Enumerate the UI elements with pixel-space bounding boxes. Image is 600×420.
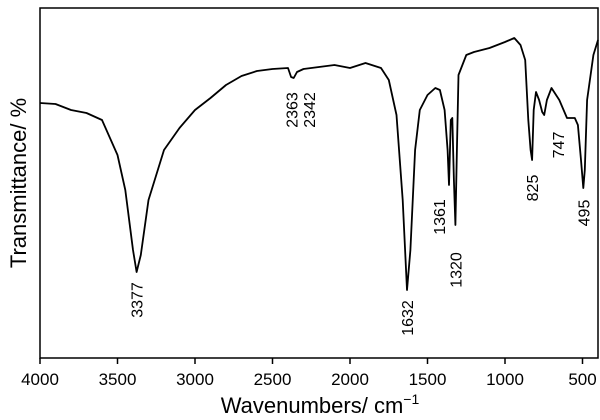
peak-label: 2342 [302, 92, 319, 128]
peak-label: 747 [551, 132, 568, 159]
x-label-sup: −1 [403, 391, 419, 407]
peak-label: 1361 [432, 199, 449, 235]
peak-label: 495 [576, 200, 593, 227]
x-label-text: Wavenumbers/ cm [221, 393, 404, 418]
x-axis-label: Wavenumbers/ cm−1 [221, 391, 420, 418]
y-axis-label: Transmittance/ % [6, 98, 31, 268]
x-tick-label: 4000 [21, 370, 59, 389]
plot-frame [39, 7, 599, 359]
x-tick-label: 2000 [331, 370, 369, 389]
spectrum-line [39, 37, 599, 291]
x-tick-label: 500 [568, 370, 596, 389]
peak-label: 3377 [130, 282, 147, 318]
x-tick-label: 3000 [176, 370, 214, 389]
peak-label: 1320 [448, 252, 465, 288]
peak-label: 2363 [285, 92, 302, 128]
peak-label: 825 [525, 175, 542, 202]
x-tick-label: 3500 [99, 370, 137, 389]
peak-label: 1632 [400, 300, 417, 336]
x-tick-label: 1500 [409, 370, 447, 389]
x-tick-label: 2500 [254, 370, 292, 389]
x-tick-label: 1000 [486, 370, 524, 389]
